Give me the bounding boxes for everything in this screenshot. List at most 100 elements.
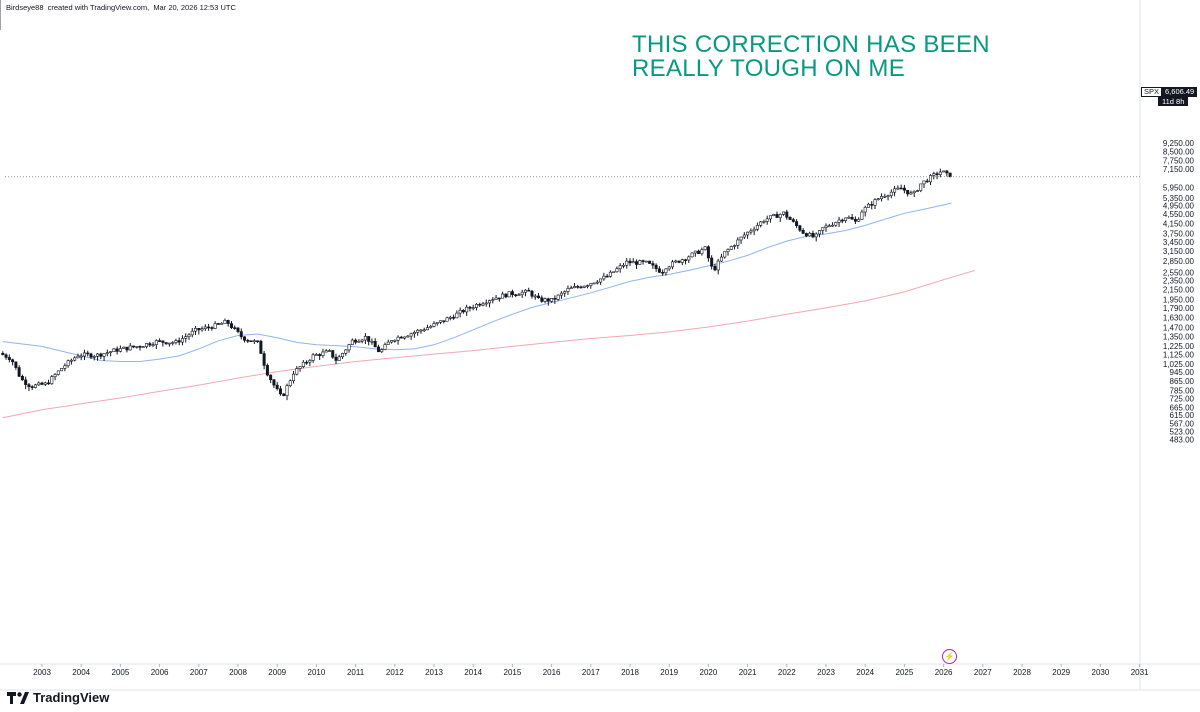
candle (47, 379, 51, 385)
candle (425, 324, 429, 331)
time-axis[interactable]: 2003 2004 2005 2006 2007 2008 2009 2010 2011 2012… (33, 664, 1149, 677)
candle-body-up (327, 350, 331, 352)
candle-body-down (399, 336, 403, 339)
candle (89, 352, 93, 359)
candle (96, 353, 100, 361)
candle (579, 285, 583, 289)
candle-body-up (118, 348, 122, 352)
candle (527, 287, 531, 292)
candle (615, 266, 619, 273)
candle (148, 341, 152, 347)
candle-body-up (82, 352, 86, 357)
candle (406, 334, 410, 338)
author-name: Birdseye88 (6, 3, 44, 12)
candle (86, 350, 90, 357)
candle (354, 338, 358, 345)
candle (644, 260, 648, 263)
y-tick-label: 1,790.00 (1163, 304, 1195, 313)
candle-body-up (403, 336, 407, 339)
candle-body-up (821, 227, 825, 231)
candle (563, 290, 567, 297)
candle (344, 349, 348, 356)
tradingview-logo[interactable]: TradingView (7, 688, 109, 706)
candle (834, 221, 838, 227)
candle (631, 258, 635, 264)
x-tick-label: 2016 (543, 668, 561, 677)
candle (197, 327, 201, 335)
candle (510, 289, 514, 298)
x-tick-label: 2017 (582, 668, 600, 677)
candle-body-up (76, 355, 80, 359)
candle (79, 353, 83, 361)
candle-body-up (350, 339, 354, 345)
candle-body-up (915, 190, 919, 192)
candle-body-down (236, 327, 240, 332)
candle-body-down (654, 264, 658, 270)
candle-body-up (550, 298, 554, 302)
candle (599, 278, 603, 285)
candle-body-down (99, 353, 103, 357)
price-axis[interactable]: 9,250.008,500.007,750.007,150.00 5,950.00… (1163, 139, 1195, 445)
candle (20, 374, 24, 381)
candle (7, 354, 11, 363)
candle-body-up (559, 292, 563, 296)
candle-body-up (563, 291, 567, 294)
candle-body-down (278, 388, 282, 395)
candle (285, 383, 289, 401)
candle-body-down (497, 297, 501, 300)
candle (912, 190, 916, 197)
candle-body-down (478, 303, 482, 306)
candle (488, 299, 492, 308)
annotation-line-1: THIS CORRECTION HAS BEEN (632, 31, 990, 58)
candle-body-up (680, 259, 684, 263)
candle (403, 336, 407, 340)
candle (138, 345, 142, 351)
candle-body-up (631, 261, 635, 264)
candle-body-up (896, 187, 900, 190)
candle-body-down (553, 298, 557, 300)
candle (778, 213, 782, 222)
candle (33, 383, 37, 389)
candle (501, 291, 505, 299)
candle-body-up (396, 336, 400, 341)
candle (915, 189, 919, 192)
candle-body-up (556, 294, 560, 300)
candle-body-down (239, 331, 243, 338)
brand-name: TradingView (33, 689, 110, 705)
chart-annotation[interactable]: THIS CORRECTION HAS BEEN REALLY TOUGH ON… (632, 33, 990, 81)
candle (370, 338, 374, 345)
candle (716, 258, 720, 275)
candle (115, 346, 119, 355)
candle (461, 309, 465, 314)
candle (775, 211, 779, 218)
candle (161, 340, 165, 347)
candle-body-up (703, 246, 707, 251)
candle (889, 189, 893, 199)
candle (902, 184, 906, 194)
candle-body-down (207, 326, 211, 329)
candle-body-down (256, 340, 260, 343)
candle (478, 302, 482, 307)
candle (628, 258, 632, 267)
candle-body-up (837, 219, 841, 223)
candle (824, 223, 828, 232)
candle (945, 170, 949, 177)
lightning-bolt-icon[interactable]: ⚡ (942, 649, 957, 664)
candle (798, 224, 802, 233)
candle (605, 273, 609, 278)
candle-body-up (886, 195, 890, 197)
candle (817, 230, 821, 238)
candle-body-up (220, 323, 224, 325)
candle (445, 316, 449, 322)
y-tick-label: 665.00 (1170, 403, 1195, 412)
candle (4, 353, 8, 360)
y-tick-label: 3,150.00 (1163, 247, 1195, 256)
candle-body-down (605, 275, 609, 278)
y-tick-label: 8,500.00 (1163, 147, 1195, 156)
candle-body-down (452, 317, 456, 319)
candle-body-up (873, 199, 877, 206)
candle (246, 338, 250, 344)
candle (572, 282, 576, 289)
candle-body-up (733, 245, 737, 247)
